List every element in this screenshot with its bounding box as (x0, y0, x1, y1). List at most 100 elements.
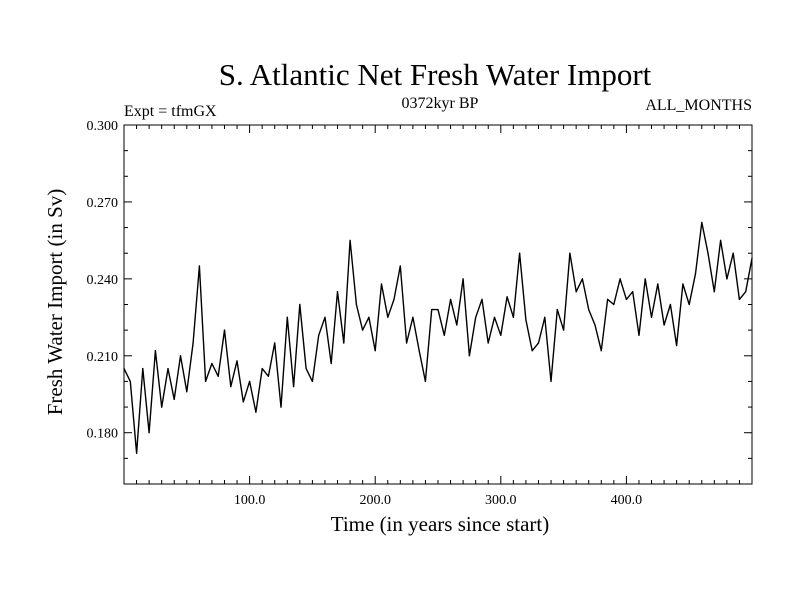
data-point (638, 334, 640, 336)
data-point (374, 350, 376, 352)
data-point (223, 329, 226, 331)
data-point (167, 368, 169, 370)
data-point (412, 316, 414, 318)
y-axis-title: Fresh Water Import (in Sv) (43, 189, 67, 416)
data-point (211, 362, 213, 365)
data-point (650, 316, 653, 318)
data-point (443, 334, 445, 336)
data-point (525, 319, 527, 321)
data-point (318, 334, 320, 336)
data-point (230, 386, 232, 388)
data-point (707, 252, 709, 254)
data-point (142, 368, 144, 370)
data-point (537, 342, 540, 344)
data-point (588, 309, 590, 311)
data-point (713, 291, 715, 293)
data-point (745, 291, 747, 293)
data-point (519, 252, 521, 254)
data-point (607, 298, 609, 300)
data-point (481, 298, 483, 300)
data-point (192, 342, 194, 344)
series-line-0 (123, 221, 753, 454)
data-point (186, 391, 188, 393)
data-point (556, 309, 558, 311)
data-point (732, 252, 734, 254)
data-point (387, 316, 389, 318)
data-point (720, 239, 722, 241)
data-point (487, 342, 489, 344)
data-point (311, 380, 313, 382)
data-point (368, 316, 370, 318)
data-point (198, 265, 200, 267)
data-point (399, 265, 401, 267)
data-point (324, 316, 326, 318)
y-tick-label: 0.300 (87, 119, 119, 134)
plot-frame (123, 124, 753, 485)
data-point (462, 278, 464, 280)
data-point (424, 380, 426, 382)
data-point (563, 329, 565, 331)
data-point (249, 380, 251, 382)
data-point (255, 411, 257, 413)
data-point (751, 257, 753, 259)
data-point (688, 303, 690, 306)
data-point (531, 350, 533, 352)
data-point (619, 278, 621, 280)
data-point (456, 324, 458, 326)
data-point (236, 360, 238, 362)
data-point (468, 355, 470, 357)
y-tick-label: 0.270 (87, 196, 119, 211)
data-point (581, 278, 584, 280)
data-point (123, 368, 125, 370)
x-tick-label: 300.0 (485, 493, 517, 508)
data-point (431, 309, 433, 311)
data-point (600, 350, 602, 352)
data-point (343, 342, 345, 344)
data-point (362, 329, 364, 331)
data-point (129, 380, 131, 382)
x-tick-label: 400.0 (611, 493, 643, 508)
data-point (173, 398, 175, 400)
data-point (242, 401, 244, 403)
data-point (450, 298, 452, 300)
data-point (682, 283, 684, 285)
data-point (594, 324, 596, 326)
data-point (644, 278, 646, 280)
y-tick-label: 0.210 (87, 350, 119, 365)
data-point (676, 344, 678, 347)
chart-subtitle-right: ALL_MONTHS (645, 97, 752, 114)
y-tick-label: 0.240 (87, 273, 119, 288)
data-point (625, 298, 628, 300)
data-point (154, 350, 156, 352)
data-point (148, 432, 150, 434)
data-point (632, 291, 634, 293)
data-point (286, 316, 288, 318)
x-tick-label: 100.0 (234, 493, 266, 508)
data-point (738, 298, 741, 300)
data-point (575, 291, 577, 293)
data-point (393, 298, 395, 300)
data-point (305, 368, 307, 370)
axis-ticks: 100.0 200.0 300.0 400.0 0.180 0.210 0.240 0.270… (87, 119, 752, 508)
data-point (380, 283, 383, 285)
data-point (267, 375, 269, 377)
x-axis-title: Time (in years since start) (331, 512, 550, 536)
data-point (613, 303, 615, 306)
data-point (500, 334, 502, 336)
data-point (701, 221, 703, 223)
data-point (293, 386, 295, 388)
data-point (349, 239, 351, 241)
data-point (280, 406, 282, 408)
data-point (330, 362, 332, 365)
data-point (544, 316, 546, 318)
chart-subtitle-center: 0372kyr BP (402, 95, 479, 112)
data-point (179, 355, 182, 357)
data-point (669, 303, 672, 306)
data-point (161, 406, 163, 408)
data-point (506, 296, 508, 298)
data-point (437, 309, 439, 311)
data-point (336, 291, 339, 293)
series-layer (123, 221, 753, 454)
